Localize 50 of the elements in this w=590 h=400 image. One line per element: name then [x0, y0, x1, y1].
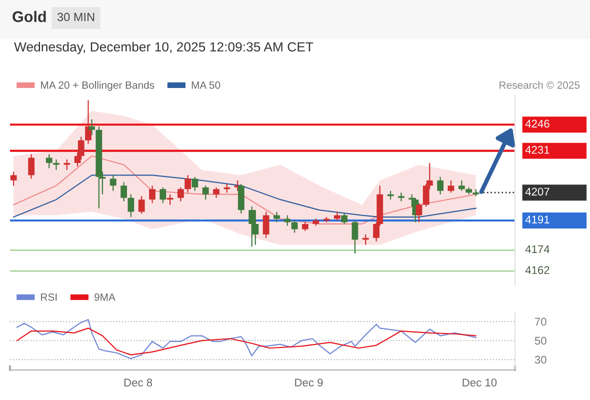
candlestick [274, 211, 280, 223]
candlestick [202, 185, 209, 200]
ref-line-label: 4207 [525, 188, 550, 196]
chart-title: Gold [12, 10, 46, 22]
chart-subtitle: Wednesday, December 10, 2025 12:09:35 AM CET [14, 42, 314, 54]
ref-line-label: 4174 [525, 245, 550, 254]
legend-label: 9MA [94, 293, 116, 301]
candlestick [184, 174, 192, 194]
candlestick [128, 194, 134, 218]
ref-line-label: 4231 [525, 146, 550, 154]
candlestick [178, 186, 184, 202]
candlestick [138, 196, 145, 214]
candlestick [85, 100, 92, 144]
legend-label: MA 20 + Bollinger Bands [41, 81, 154, 91]
candlestick [160, 186, 166, 204]
candlestick [46, 154, 52, 169]
y-tick-label: 70 [535, 318, 546, 326]
candlestick [458, 180, 465, 192]
text: Research © 2025 [500, 81, 580, 89]
candlestick [213, 186, 220, 198]
candlestick [149, 185, 156, 204]
candlestick [416, 202, 422, 223]
candlestick [120, 182, 128, 202]
candlestick [248, 206, 256, 248]
y-tick-label: 30 [534, 356, 546, 364]
candlestick [291, 220, 298, 234]
x-tick-label: Dec 8 [124, 378, 152, 386]
ref-line-label: 4191 [525, 216, 550, 224]
candlestick [448, 180, 454, 194]
candlestick [110, 174, 116, 192]
candlestick [352, 220, 358, 254]
text: 30 MIN [57, 12, 94, 22]
candlestick [398, 192, 404, 202]
line-series [16, 319, 476, 360]
candlestick [437, 176, 444, 195]
legend-label: RSI [41, 293, 57, 301]
legend-label: MA 50 [192, 81, 220, 89]
ref-line-label: 4246 [525, 120, 550, 128]
candlestick [88, 118, 95, 136]
x-tick-label: Dec 10 [462, 378, 497, 386]
x-tick-label: Dec 9 [295, 378, 323, 386]
candlestick [28, 154, 35, 180]
candlestick [341, 212, 348, 225]
candlestick [262, 211, 270, 238]
candlestick [10, 171, 17, 186]
line-series [16, 328, 476, 356]
ref-line-label: 4162 [525, 266, 550, 274]
candlestick [252, 209, 259, 246]
y-tick-label: 50 [534, 336, 546, 345]
candlestick [192, 176, 198, 192]
